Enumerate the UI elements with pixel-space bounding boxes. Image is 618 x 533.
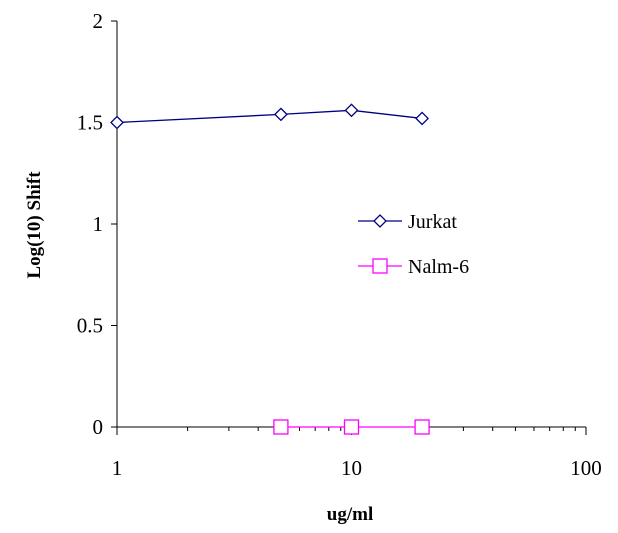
series-nalm-6 — [273, 419, 430, 435]
data-point-jurkat — [273, 107, 288, 122]
axes — [116, 21, 586, 428]
legend-marker-jurkat — [373, 214, 387, 228]
y-tick-label: 0.5 — [77, 314, 103, 338]
legend-entry-jurkat: Jurkat — [358, 211, 457, 233]
legend: Jurkat Nalm-6 — [358, 211, 469, 278]
y-tick-label: 1 — [93, 212, 104, 236]
data-point-jurkat — [344, 103, 359, 118]
x-tick-label: 10 — [341, 456, 362, 480]
y-tick-label: 0 — [93, 415, 104, 439]
legend-label-jurkat: Jurkat — [408, 211, 457, 233]
legend-marker-nalm-6 — [372, 258, 388, 274]
data-point-nalm-6 — [273, 419, 289, 435]
data-point-nalm-6 — [414, 419, 430, 435]
legend-entry-nalm-6: Nalm-6 — [358, 256, 469, 278]
y-tick-label: 1.5 — [77, 111, 103, 135]
legend-label-nalm-6: Nalm-6 — [408, 256, 469, 278]
x-tick-label: 100 — [570, 456, 602, 480]
ticks: 0 0.5 1 1.5 2 1 10 100 — [77, 9, 602, 480]
series-layer — [110, 103, 430, 435]
series-line-jurkat — [116, 109, 423, 124]
data-point-jurkat — [110, 115, 124, 130]
x-tick-label: 1 — [112, 456, 123, 480]
data-point-jurkat — [415, 111, 430, 126]
y-axis-title: Log(10) Shift — [24, 171, 45, 279]
series-jurkat — [110, 103, 430, 130]
data-point-nalm-6 — [343, 419, 360, 435]
y-tick-label: 2 — [93, 9, 104, 33]
x-axis-title: ug/ml — [327, 504, 373, 525]
